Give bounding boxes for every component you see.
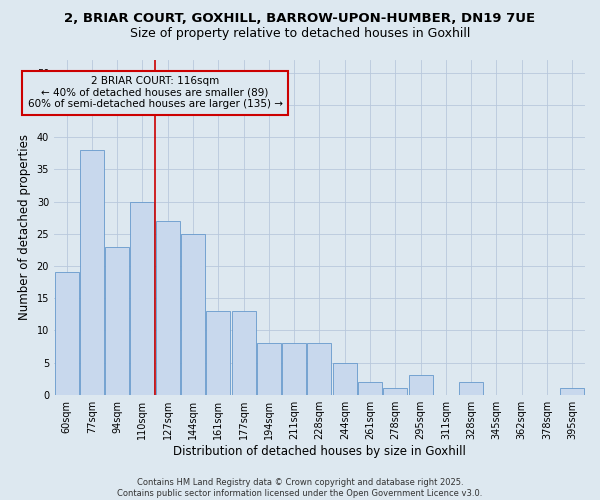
- Bar: [459, 382, 483, 394]
- Bar: [358, 382, 382, 394]
- Bar: [206, 311, 230, 394]
- X-axis label: Distribution of detached houses by size in Goxhill: Distribution of detached houses by size …: [173, 444, 466, 458]
- Bar: [55, 272, 79, 394]
- Bar: [232, 311, 256, 394]
- Bar: [307, 343, 331, 394]
- Bar: [105, 246, 129, 394]
- Text: Contains HM Land Registry data © Crown copyright and database right 2025.
Contai: Contains HM Land Registry data © Crown c…: [118, 478, 482, 498]
- Bar: [257, 343, 281, 394]
- Text: 2 BRIAR COURT: 116sqm
← 40% of detached houses are smaller (89)
60% of semi-deta: 2 BRIAR COURT: 116sqm ← 40% of detached …: [28, 76, 283, 110]
- Bar: [383, 388, 407, 394]
- Bar: [333, 362, 357, 394]
- Bar: [409, 376, 433, 394]
- Bar: [282, 343, 306, 394]
- Bar: [80, 150, 104, 394]
- Text: 2, BRIAR COURT, GOXHILL, BARROW-UPON-HUMBER, DN19 7UE: 2, BRIAR COURT, GOXHILL, BARROW-UPON-HUM…: [64, 12, 536, 26]
- Text: Size of property relative to detached houses in Goxhill: Size of property relative to detached ho…: [130, 28, 470, 40]
- Y-axis label: Number of detached properties: Number of detached properties: [18, 134, 31, 320]
- Bar: [560, 388, 584, 394]
- Bar: [156, 221, 180, 394]
- Bar: [130, 202, 154, 394]
- Bar: [181, 234, 205, 394]
